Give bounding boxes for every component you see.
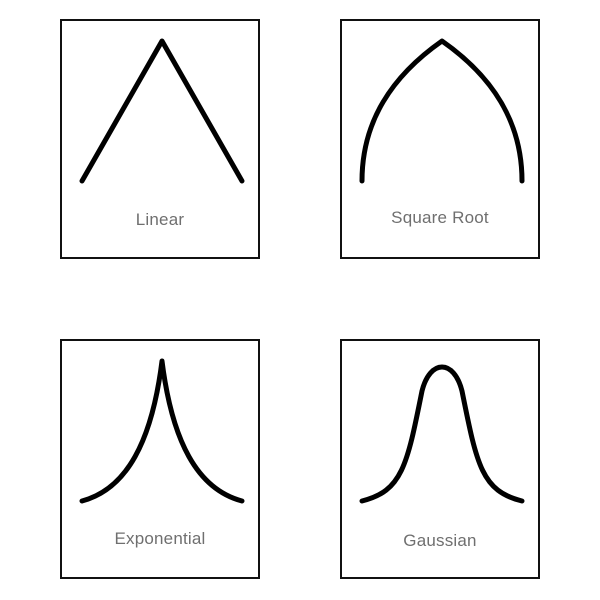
square-root-curve-diagram <box>359 38 525 184</box>
square-root-label: Square Root <box>391 208 489 227</box>
square-root-falloff-card: Square Root <box>340 19 540 259</box>
gaussian-label: Gaussian <box>403 531 477 550</box>
gaussian-curve <box>359 364 525 504</box>
gaussian-curve-diagram <box>359 364 525 504</box>
linear-curve <box>79 38 245 184</box>
exponential-curve-diagram <box>79 358 245 504</box>
linear-falloff-card: Linear <box>60 19 260 259</box>
exponential-label: Exponential <box>114 529 206 548</box>
gaussian-falloff-card: Gaussian <box>340 339 540 579</box>
linear-label: Linear <box>135 210 185 229</box>
linear-curve-diagram <box>79 38 245 184</box>
square-root-curve <box>359 38 525 184</box>
exponential-falloff-card: Exponential <box>60 339 260 579</box>
exponential-curve <box>79 358 245 504</box>
